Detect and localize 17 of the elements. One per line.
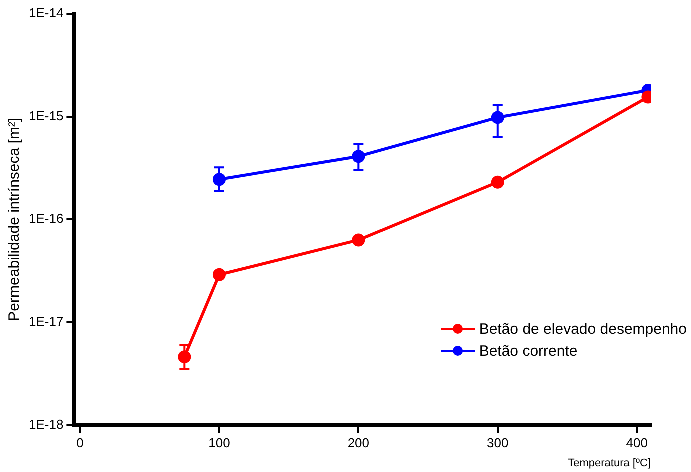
legend-label: Betão corrente	[479, 342, 578, 360]
y-tick-label: 1E-16	[28, 211, 64, 226]
point	[352, 234, 366, 247]
x-tick-label: 400	[626, 436, 648, 451]
y-tick-label: 1E-15	[28, 108, 64, 124]
y-tick-label: 1E-17	[28, 314, 64, 329]
y-axis-title: Permeabilidade intrínseca [m²]	[6, 118, 24, 322]
x-tick-label: 300	[487, 436, 509, 451]
x-tick-label: 200	[348, 436, 370, 451]
y-tick-label: 1E-14	[28, 6, 64, 21]
x-tick-label: 0	[76, 436, 84, 451]
point	[212, 268, 226, 282]
y-tick-label: 1E-18	[28, 416, 64, 432]
legend-label: Betão de elevado desempenho	[479, 320, 687, 338]
point	[491, 176, 504, 189]
x-axis-title: Temperatura [ºC]	[568, 457, 651, 470]
x-tick-label: 100	[208, 436, 230, 451]
